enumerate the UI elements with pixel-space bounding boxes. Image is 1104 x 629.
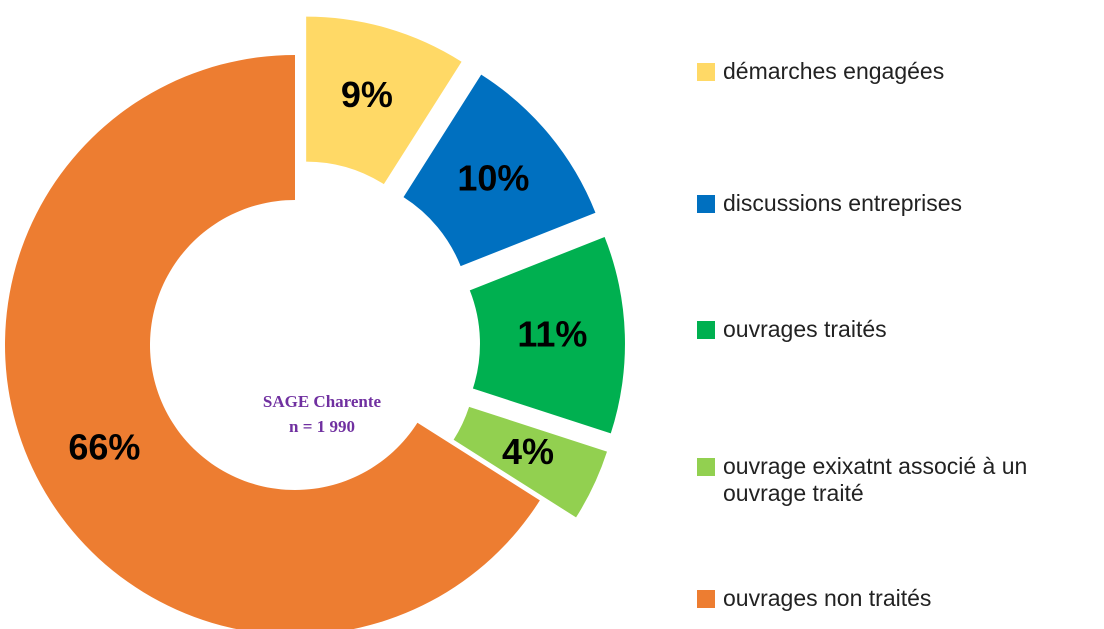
value-label: 4% xyxy=(502,431,554,472)
legend-label: discussions entreprises xyxy=(723,190,963,216)
legend-item: démarches engagées xyxy=(697,58,1057,85)
legend-label: ouvrage exixatnt associé à un ouvrage tr… xyxy=(723,453,1028,506)
pie-slice xyxy=(453,406,607,518)
legend-label: ouvrages non traités xyxy=(723,585,932,611)
center-text: SAGE Charente xyxy=(263,392,382,411)
pie-slice xyxy=(403,74,596,267)
legend-item: discussions entreprises xyxy=(697,190,1057,217)
pie-slice xyxy=(469,236,625,434)
legend-item: ouvrages non traités xyxy=(697,585,1057,612)
value-label: 10% xyxy=(457,157,529,198)
legend-item: ouvrages traités xyxy=(697,316,1057,343)
legend-swatch xyxy=(697,590,715,608)
value-label: 11% xyxy=(517,313,587,354)
legend-label: ouvrages traités xyxy=(723,316,887,342)
legend-swatch xyxy=(697,195,715,213)
center-text: n = 1 990 xyxy=(289,417,355,436)
pie-slice xyxy=(306,16,462,185)
pie-slice xyxy=(5,55,540,629)
legend-swatch xyxy=(697,63,715,81)
legend-swatch xyxy=(697,321,715,339)
legend-swatch xyxy=(697,458,715,476)
legend-label: démarches engagées xyxy=(723,58,945,84)
value-label: 66% xyxy=(68,426,140,467)
value-label: 9% xyxy=(341,74,393,115)
legend-item: ouvrage exixatnt associé à un ouvrage tr… xyxy=(697,453,1057,507)
